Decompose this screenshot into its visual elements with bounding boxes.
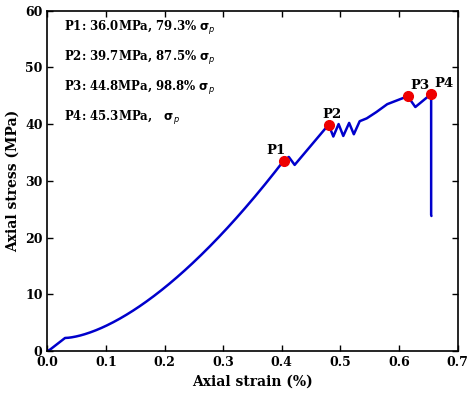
Text: P4: 45.3MPa,   $\mathbf{\sigma}_p$: P4: 45.3MPa, $\mathbf{\sigma}_p$ <box>64 109 180 127</box>
Text: P3: P3 <box>410 80 430 93</box>
Text: P1: P1 <box>266 144 285 157</box>
X-axis label: Axial strain (%): Axial strain (%) <box>192 374 313 388</box>
Text: P2: 39.7MPa, 87.5% $\mathbf{\sigma}_p$: P2: 39.7MPa, 87.5% $\mathbf{\sigma}_p$ <box>64 49 216 67</box>
Text: P2: P2 <box>323 108 342 121</box>
Text: P4: P4 <box>434 77 453 90</box>
Y-axis label: Axial stress (MPa): Axial stress (MPa) <box>6 110 19 252</box>
Text: P3: 44.8MPa, 98.8% $\mathbf{\sigma}_p$: P3: 44.8MPa, 98.8% $\mathbf{\sigma}_p$ <box>64 79 215 97</box>
Text: P1: 36.0MPa, 79.3% $\mathbf{\sigma}_p$: P1: 36.0MPa, 79.3% $\mathbf{\sigma}_p$ <box>64 19 216 37</box>
